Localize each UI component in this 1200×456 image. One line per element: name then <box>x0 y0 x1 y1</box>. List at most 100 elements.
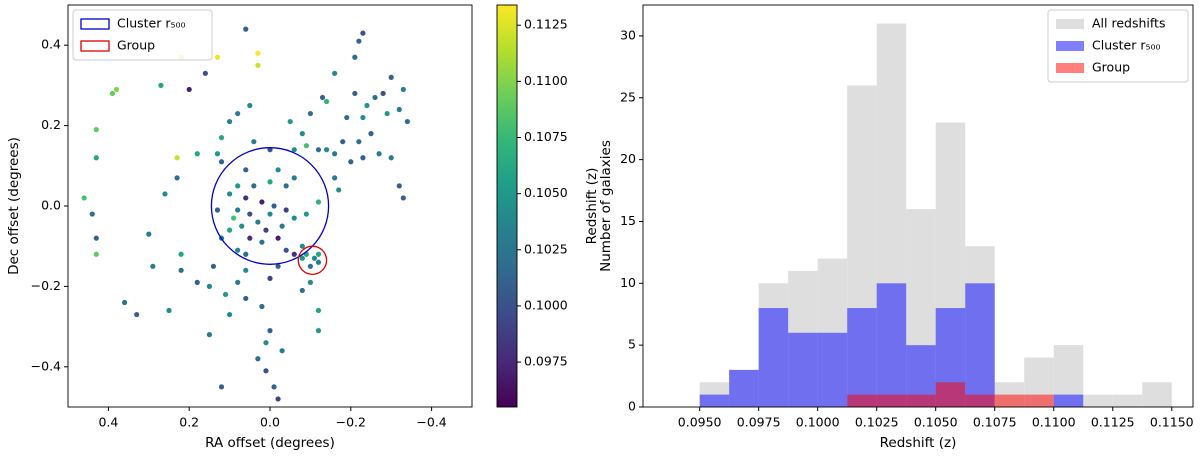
galaxy-point <box>384 110 390 117</box>
colorbar-tick-label: 0.1050 <box>524 185 568 200</box>
galaxy-point <box>332 175 338 181</box>
legend-label: Cluster r₅₀₀ <box>1092 38 1161 53</box>
galaxy-point <box>267 275 273 281</box>
galaxy-point <box>214 207 221 213</box>
galaxy-point <box>323 98 330 105</box>
x-tick-label: 0.1150 <box>1150 415 1194 430</box>
galaxy-point <box>368 131 374 137</box>
legend-label: Group <box>1092 60 1130 75</box>
galaxy-point <box>227 311 233 318</box>
galaxy-point <box>400 195 406 201</box>
galaxy-point <box>336 187 342 193</box>
galaxy-point <box>247 235 253 241</box>
y-tick-label: −0.4 <box>31 358 61 373</box>
legend-box <box>72 9 213 61</box>
x-tick-label: −0.2 <box>336 415 366 430</box>
galaxy-point <box>93 155 99 161</box>
galaxy-point <box>360 114 366 121</box>
galaxy-point <box>255 50 261 56</box>
x-tick-label: 0.1025 <box>855 415 899 430</box>
galaxy-point <box>174 155 180 161</box>
galaxy-point <box>89 211 95 217</box>
galaxy-point <box>93 127 99 133</box>
galaxy-point <box>303 211 309 217</box>
y-tick-label: 5 <box>628 337 636 352</box>
galaxy-point <box>218 159 225 165</box>
galaxy-point <box>235 279 241 285</box>
galaxy-point <box>315 251 322 257</box>
galaxy-point <box>376 151 382 157</box>
galaxy-point <box>235 183 241 189</box>
x-tick-label: 0.0 <box>260 415 280 430</box>
galaxy-point <box>396 183 402 189</box>
colorbar-tick-label: 0.1000 <box>524 297 568 312</box>
histogram-bar <box>1112 394 1143 407</box>
galaxy-point <box>81 195 87 201</box>
y-tick-label: 0.4 <box>41 37 61 52</box>
galaxy-point <box>162 191 168 197</box>
galaxy-point <box>352 90 358 97</box>
histogram-bar <box>788 332 818 407</box>
galaxy-point <box>352 54 358 60</box>
galaxy-point <box>218 135 225 141</box>
galaxy-point <box>404 118 410 125</box>
galaxy-point <box>243 267 249 273</box>
galaxy-point <box>275 396 281 402</box>
galaxy-point <box>206 283 212 289</box>
legend-label: All redshifts <box>1092 16 1165 31</box>
galaxy-point <box>388 155 394 161</box>
galaxy-point <box>93 235 99 241</box>
galaxy-point <box>247 102 253 109</box>
colorbar-tick-label: 0.1125 <box>524 17 568 32</box>
colorbar-tick-label: 0.1100 <box>524 73 568 88</box>
galaxy-point <box>243 167 249 173</box>
galaxy-point <box>243 251 249 257</box>
galaxy-point <box>344 114 350 121</box>
galaxy-point <box>283 247 289 253</box>
colorbar-tick-label: 0.0975 <box>524 354 568 369</box>
histogram-bar <box>847 308 877 407</box>
legend-swatch <box>1056 63 1084 73</box>
galaxy-point <box>307 279 313 285</box>
legend-swatch <box>1056 41 1084 51</box>
plot-frame <box>67 4 473 408</box>
region-circle <box>210 147 330 265</box>
galaxy-point <box>287 118 293 125</box>
galaxy-point <box>255 62 261 68</box>
legend-swatch <box>1056 19 1084 29</box>
galaxy-point <box>271 384 277 390</box>
galaxy-point <box>235 207 241 213</box>
colorbar <box>496 4 518 408</box>
galaxy-point <box>267 211 273 217</box>
galaxy-point <box>311 255 318 261</box>
galaxy-point <box>283 207 289 213</box>
galaxy-point <box>380 90 386 97</box>
galaxy-point <box>275 263 281 269</box>
colorbar-tick-label: 0.1075 <box>524 129 568 144</box>
galaxy-point <box>372 94 378 101</box>
y-tick-label: −0.2 <box>31 278 61 293</box>
galaxy-point <box>356 139 362 145</box>
colorbar-tick-label: 0.1025 <box>524 241 568 256</box>
galaxy-point <box>109 90 116 97</box>
x-tick-label: 0.1075 <box>973 415 1017 430</box>
x-tick-label: 0.1000 <box>796 415 840 430</box>
galaxy-point <box>360 155 366 161</box>
x-axis-label: RA offset (degrees) <box>205 435 335 451</box>
galaxy-point <box>93 251 99 257</box>
galaxy-point <box>279 348 285 354</box>
x-tick-label: 0.1125 <box>1091 415 1135 430</box>
galaxy-point <box>340 139 346 145</box>
histogram-bar <box>876 394 907 407</box>
y-tick-label: 10 <box>620 275 636 290</box>
galaxy-point <box>332 151 338 157</box>
galaxy-point <box>291 147 297 153</box>
histogram-bar <box>817 332 848 407</box>
histogram-bar <box>994 394 1025 407</box>
galaxy-point <box>158 82 164 88</box>
galaxy-point <box>150 263 156 269</box>
galaxy-point <box>271 203 277 209</box>
histogram-bar <box>847 394 877 407</box>
legend-swatch <box>80 40 110 52</box>
